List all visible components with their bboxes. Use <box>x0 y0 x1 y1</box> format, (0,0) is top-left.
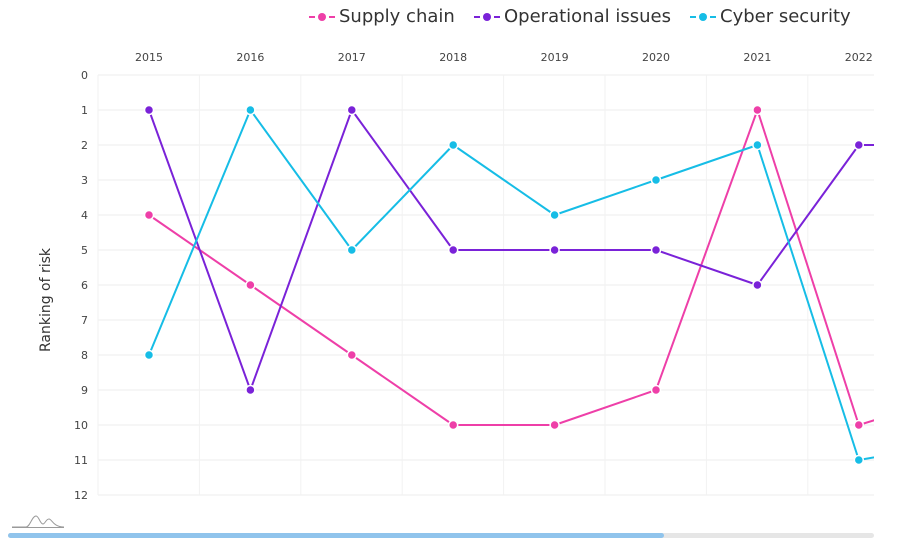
data-point[interactable] <box>447 139 459 151</box>
data-point[interactable] <box>752 279 763 291</box>
y-tick-label: 10 <box>74 419 88 432</box>
x-tick-label: 2015 <box>135 51 163 64</box>
series-line-supply-chain <box>148 109 874 426</box>
x-tick-label: 2021 <box>743 51 771 64</box>
y-tick-label: 3 <box>81 174 88 187</box>
data-point[interactable] <box>650 174 662 186</box>
data-point[interactable] <box>752 139 763 151</box>
legend-marker-icon <box>309 10 335 24</box>
legend-item-operational-issues[interactable]: Operational issues <box>474 6 671 27</box>
data-point[interactable] <box>346 244 358 256</box>
x-tick-label: 2018 <box>439 51 467 64</box>
x-tick-label: 2017 <box>338 51 366 64</box>
navigator-thumb[interactable] <box>8 533 664 538</box>
range-navigator[interactable] <box>8 512 888 546</box>
x-tick-label: 2019 <box>541 51 569 64</box>
data-point[interactable] <box>853 419 865 431</box>
data-point[interactable] <box>346 104 358 116</box>
y-axis-title: Ranking of risk <box>38 247 54 353</box>
legend-marker-icon <box>474 10 500 24</box>
data-point[interactable] <box>143 349 155 361</box>
y-tick-label: 6 <box>81 279 88 292</box>
y-tick-label: 1 <box>81 104 88 117</box>
legend: Supply chain Operational issues Cyber se… <box>0 6 900 34</box>
legend-label: Supply chain <box>339 6 455 27</box>
navigator-track[interactable] <box>8 533 874 538</box>
data-point[interactable] <box>853 139 865 151</box>
data-point[interactable] <box>143 209 155 221</box>
x-tick-label: 2020 <box>642 51 670 64</box>
data-point[interactable] <box>245 384 256 396</box>
data-point[interactable] <box>549 419 560 431</box>
data-point[interactable] <box>650 244 662 256</box>
y-tick-label: 5 <box>81 244 88 257</box>
data-point[interactable] <box>143 104 155 116</box>
data-point[interactable] <box>549 209 560 221</box>
x-tick-label: 2022 <box>845 51 873 64</box>
mountain-range-icon <box>12 515 64 528</box>
data-point[interactable] <box>853 454 865 466</box>
y-tick-label: 7 <box>81 314 88 327</box>
legend-marker-icon <box>690 10 716 24</box>
y-tick-label: 8 <box>81 349 88 362</box>
data-point[interactable] <box>549 244 560 256</box>
legend-item-cyber-security[interactable]: Cyber security <box>690 6 851 27</box>
y-tick-label: 2 <box>81 139 88 152</box>
data-point[interactable] <box>447 244 459 256</box>
y-tick-label: 11 <box>74 454 88 467</box>
data-point[interactable] <box>245 104 256 116</box>
data-point[interactable] <box>447 419 459 431</box>
data-point[interactable] <box>346 349 358 361</box>
y-tick-label: 4 <box>81 209 88 222</box>
y-tick-label: 0 <box>81 69 88 82</box>
data-point[interactable] <box>245 279 256 291</box>
x-tick-label: 2016 <box>236 51 264 64</box>
data-point[interactable] <box>650 384 662 396</box>
legend-item-supply-chain[interactable]: Supply chain <box>309 6 455 27</box>
y-tick-label: 9 <box>81 384 88 397</box>
legend-label: Operational issues <box>504 6 671 27</box>
legend-label: Cyber security <box>720 6 851 27</box>
y-tick-label: 12 <box>74 489 88 502</box>
data-point[interactable] <box>752 104 763 116</box>
